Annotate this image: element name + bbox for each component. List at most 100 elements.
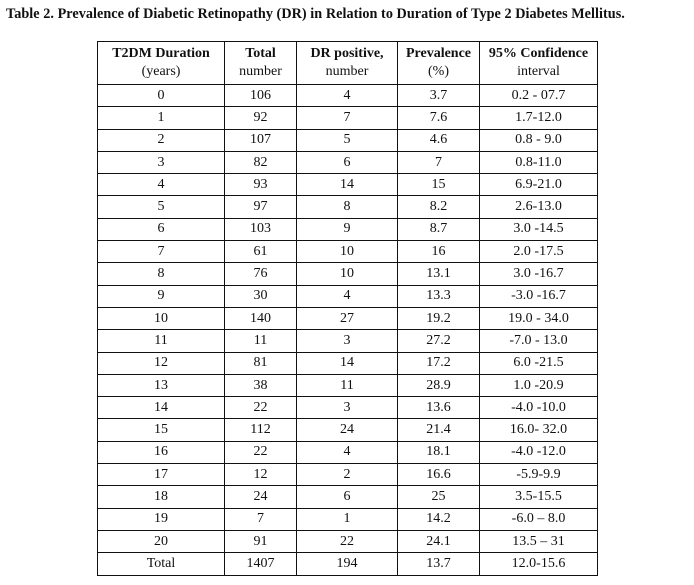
duration-cell: 13 xyxy=(97,373,225,398)
duration-cell: 10 xyxy=(97,306,225,331)
total-cell: 103 xyxy=(224,217,297,242)
duration-cell: 2 xyxy=(97,128,225,152)
duration-cell: 4 xyxy=(97,173,225,197)
table-row: 2 107 5 4.6 0.8 - 9.0 xyxy=(97,128,598,152)
total-cell: 112 xyxy=(224,418,297,442)
total-cell: 82 xyxy=(224,150,297,175)
prevalence-cell: 27.2 xyxy=(397,329,480,353)
ci-cell: -7.0 - 13.0 xyxy=(479,329,598,353)
dr-positive-cell: 4 xyxy=(296,440,398,465)
dr-positive-cell: 5 xyxy=(296,128,398,152)
prevalence-cell: 8.2 xyxy=(397,195,480,219)
table-row: 16 22 4 18.1 -4.0 -12.0 xyxy=(97,440,598,465)
duration-cell: 5 xyxy=(97,195,225,219)
dr-positive-cell: 9 xyxy=(296,217,398,242)
ci-cell: 6.0 -21.5 xyxy=(479,351,598,375)
ci-cell: 3.5-15.5 xyxy=(479,485,598,509)
table-row: 9 30 4 13.3 -3.0 -16.7 xyxy=(97,284,598,308)
total-cell: 7 xyxy=(224,507,297,531)
ci-cell: -5.9-9.9 xyxy=(479,463,598,487)
table-row: 13 38 11 28.9 1.0 -20.9 xyxy=(97,373,598,398)
total-cell: 11 xyxy=(224,329,297,353)
duration-cell: 19 xyxy=(97,507,225,531)
prevalence-cell: 14.2 xyxy=(397,507,480,531)
prevalence-cell: 3.7 xyxy=(397,83,480,108)
prevalence-cell: 13.7 xyxy=(397,552,480,576)
table-body: 0 106 4 3.7 0.2 - 07.7 1 92 7 7.6 1.7-12.0 2 107 5 4.… xyxy=(97,83,598,576)
ci-cell: -6.0 – 8.0 xyxy=(479,507,598,531)
ci-cell: 2.0 -17.5 xyxy=(479,240,598,264)
total-cell: 22 xyxy=(224,440,297,465)
prevalence-cell: 13.3 xyxy=(397,284,480,308)
duration-cell: 0 xyxy=(97,83,225,108)
table-row: 7 61 10 16 2.0 -17.5 xyxy=(97,240,598,264)
dr-positive-cell: 14 xyxy=(296,173,398,197)
header-dr-positive-line1: DR positive, xyxy=(310,46,384,61)
dr-positive-cell: 14 xyxy=(296,351,398,375)
header-ci-line1: 95% Confidence xyxy=(488,46,589,61)
dr-positive-cell: 27 xyxy=(296,306,398,331)
header-row: T2DM Duration (years) Total number DR po… xyxy=(97,41,598,85)
total-cell: 22 xyxy=(224,396,297,420)
total-cell: 97 xyxy=(224,195,297,219)
prevalence-cell: 18.1 xyxy=(397,440,480,465)
total-cell: 140 xyxy=(224,306,297,331)
prevalence-cell: 7.6 xyxy=(397,106,480,130)
table-row: 20 91 22 24.1 13.5 – 31 xyxy=(97,529,598,554)
total-cell: 61 xyxy=(224,240,297,264)
duration-cell: 8 xyxy=(97,262,225,286)
dr-positive-cell: 10 xyxy=(296,240,398,264)
ci-cell: -4.0 -10.0 xyxy=(479,396,598,420)
table-row: 18 24 6 25 3.5-15.5 xyxy=(97,485,598,509)
ci-cell: 13.5 – 31 xyxy=(479,529,598,554)
ci-cell: -4.0 -12.0 xyxy=(479,440,598,465)
header-duration: T2DM Duration (years) xyxy=(97,41,225,85)
duration-cell: Total xyxy=(97,552,225,576)
total-cell: 38 xyxy=(224,373,297,398)
prevalence-cell: 17.2 xyxy=(397,351,480,375)
total-cell: 12 xyxy=(224,463,297,487)
total-cell: 76 xyxy=(224,262,297,286)
ci-cell: 1.0 -20.9 xyxy=(479,373,598,398)
total-cell: 107 xyxy=(224,128,297,152)
header-total-line2: number xyxy=(239,64,282,79)
duration-cell: 14 xyxy=(97,396,225,420)
prevalence-cell: 15 xyxy=(397,173,480,197)
duration-cell: 1 xyxy=(97,106,225,130)
table-row: 17 12 2 16.6 -5.9-9.9 xyxy=(97,463,598,487)
header-total: Total number xyxy=(224,41,297,85)
header-duration-line1: T2DM Duration xyxy=(112,46,210,61)
ci-cell: 16.0- 32.0 xyxy=(479,418,598,442)
ci-cell: 2.6-13.0 xyxy=(479,195,598,219)
dr-positive-cell: 194 xyxy=(296,552,398,576)
table-row: 14 22 3 13.6 -4.0 -10.0 xyxy=(97,396,598,420)
ci-cell: 0.2 - 07.7 xyxy=(479,83,598,108)
ci-cell: 19.0 - 34.0 xyxy=(479,306,598,331)
ci-cell: -3.0 -16.7 xyxy=(479,284,598,308)
table-row: 10 140 27 19.2 19.0 - 34.0 xyxy=(97,306,598,331)
table-row: 19 7 1 14.2 -6.0 – 8.0 xyxy=(97,507,598,531)
dr-positive-cell: 11 xyxy=(296,373,398,398)
prevalence-cell: 19.2 xyxy=(397,306,480,331)
ci-cell: 1.7-12.0 xyxy=(479,106,598,130)
prevalence-cell: 13.6 xyxy=(397,396,480,420)
table-row: 5 97 8 8.2 2.6-13.0 xyxy=(97,195,598,219)
total-cell: 93 xyxy=(224,173,297,197)
table-row: 6 103 9 8.7 3.0 -14.5 xyxy=(97,217,598,242)
total-cell: 24 xyxy=(224,485,297,509)
total-cell: 106 xyxy=(224,83,297,108)
prevalence-cell: 16 xyxy=(397,240,480,264)
duration-cell: 18 xyxy=(97,485,225,509)
header-dr-positive-line2: number xyxy=(325,64,369,79)
dr-positive-cell: 3 xyxy=(296,329,398,353)
duration-cell: 9 xyxy=(97,284,225,308)
table-row: 12 81 14 17.2 6.0 -21.5 xyxy=(97,351,598,375)
table-row: 8 76 10 13.1 3.0 -16.7 xyxy=(97,262,598,286)
prevalence-cell: 8.7 xyxy=(397,217,480,242)
table-row: 0 106 4 3.7 0.2 - 07.7 xyxy=(97,83,598,108)
dr-positive-cell: 6 xyxy=(296,485,398,509)
prevalence-cell: 25 xyxy=(397,485,480,509)
dr-positive-cell: 7 xyxy=(296,106,398,130)
prevalence-cell: 21.4 xyxy=(397,418,480,442)
total-cell: 1407 xyxy=(224,552,297,576)
